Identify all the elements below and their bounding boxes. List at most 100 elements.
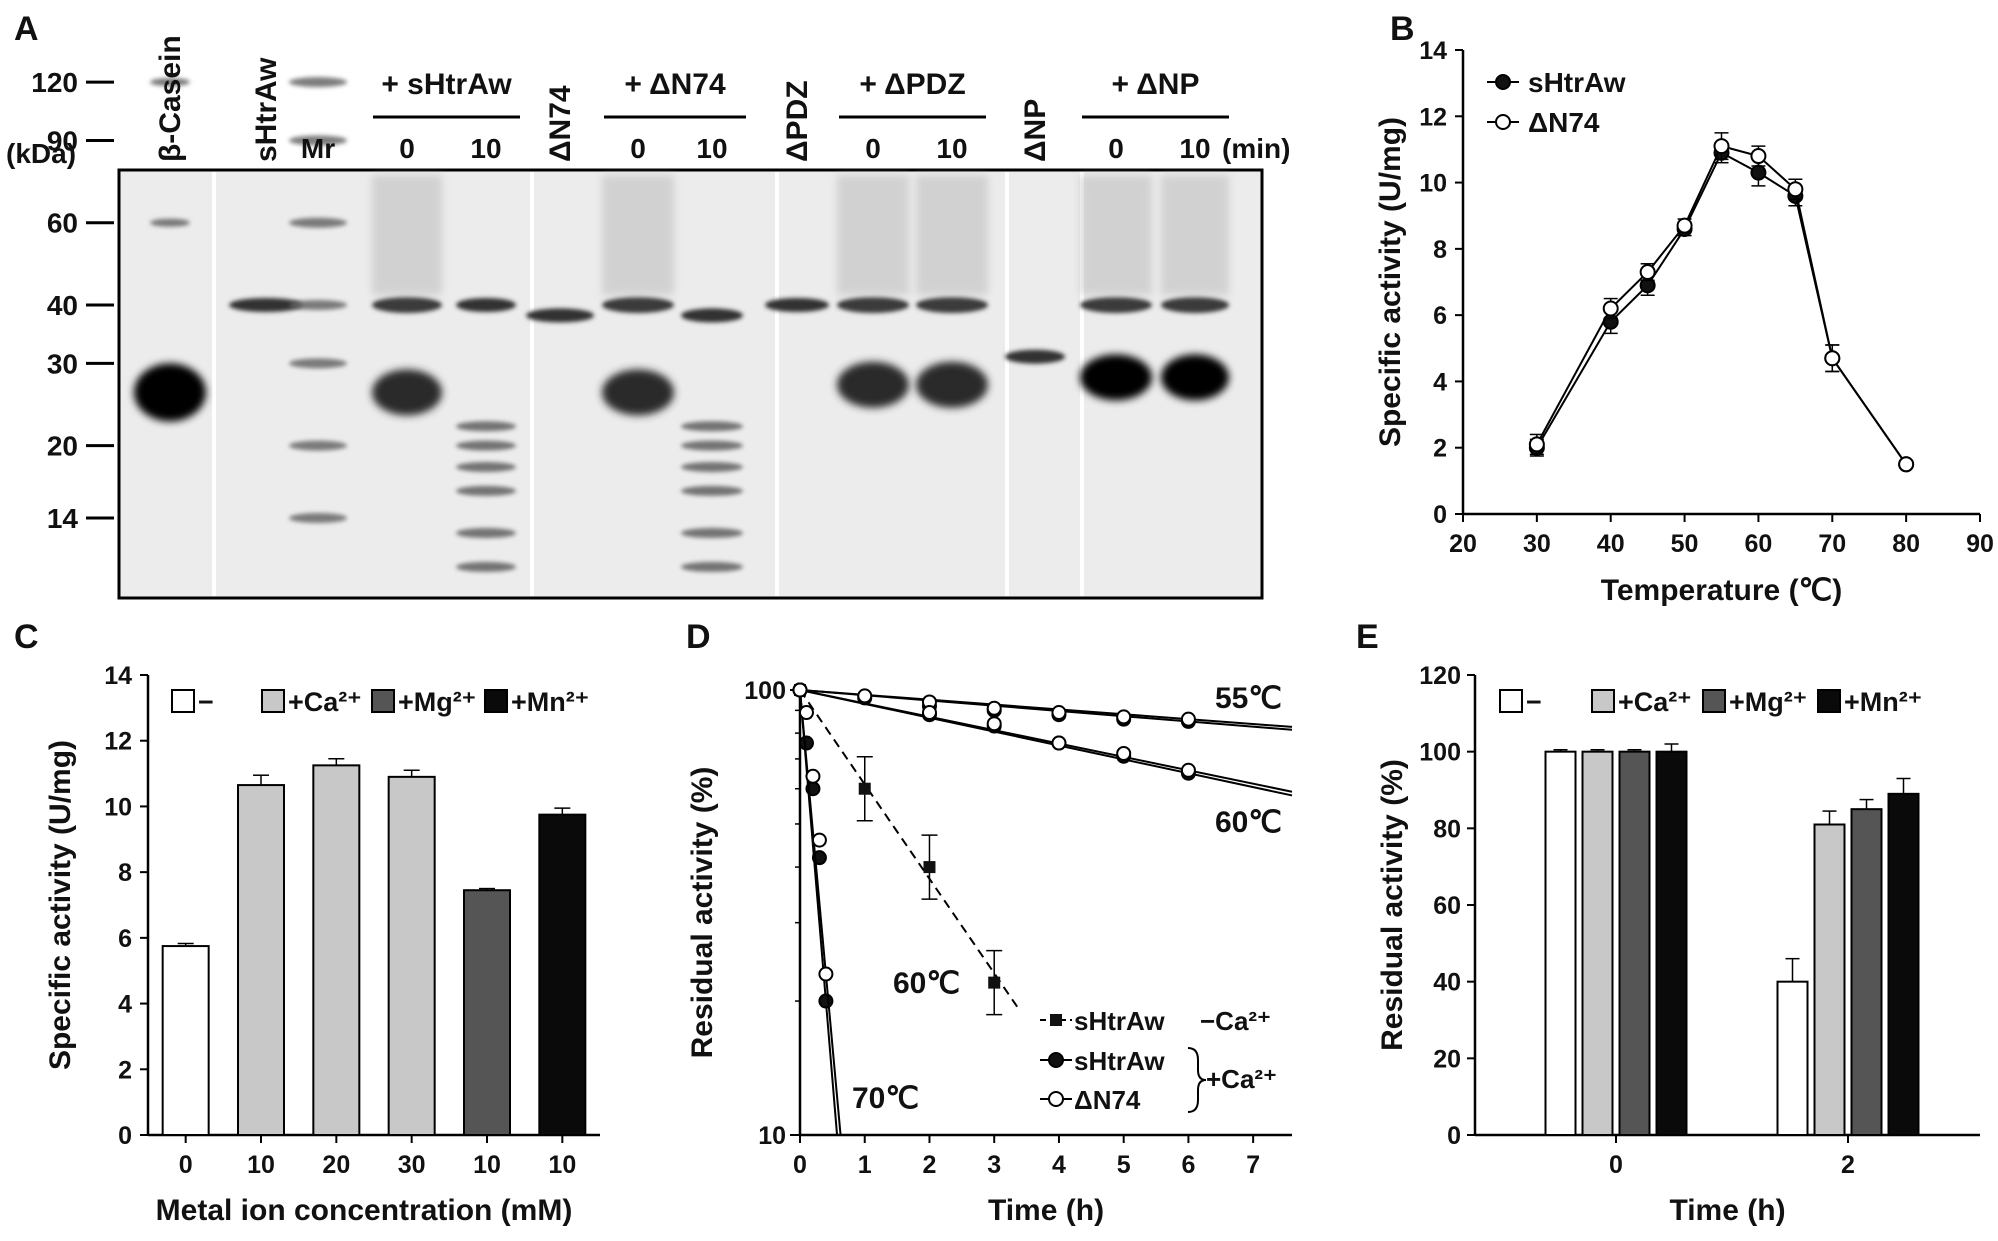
x-tick-label: 0	[179, 1151, 193, 1179]
y-tick-label: 12	[104, 728, 132, 756]
gel-smear	[1161, 175, 1229, 295]
data-point	[921, 705, 937, 721]
x-axis-label: Time (h)	[988, 1194, 1104, 1227]
lane-label: β-Casein	[154, 35, 187, 162]
data-point	[1898, 456, 1915, 473]
legend-label: +Mg²⁺	[1729, 687, 1807, 717]
lane-label: ΔN74	[544, 85, 577, 162]
lane-label: 0	[865, 133, 881, 164]
legend-swatch	[1591, 689, 1615, 713]
y-tick-label: 8	[1433, 236, 1447, 264]
data-point	[805, 768, 821, 784]
data-point	[986, 700, 1002, 716]
annotation-label: 55℃	[1215, 682, 1282, 715]
y-tick-label: 100	[1419, 739, 1461, 767]
gel-band	[372, 369, 442, 416]
legend-marker	[1048, 1052, 1064, 1068]
marker-band	[289, 358, 347, 369]
gel-band	[681, 440, 743, 451]
x-tick-label: 4	[1052, 1151, 1066, 1179]
x-tick-label: 10	[247, 1151, 275, 1179]
gel-frame	[117, 168, 1264, 600]
y-tick-label: 10	[104, 793, 132, 821]
data-point	[857, 688, 873, 704]
bar	[1813, 823, 1846, 1136]
gel-band	[681, 308, 743, 323]
x-tick-label: 50	[1671, 530, 1699, 558]
marker-band	[289, 217, 347, 228]
panel-label-a: A	[14, 10, 39, 48]
gel-separator	[530, 172, 534, 596]
data-point	[988, 976, 1001, 989]
y-tick-label: 6	[1433, 302, 1447, 330]
gel-band	[456, 485, 516, 496]
y-axis-label: Specific activity (U/mg)	[44, 740, 77, 1070]
data-point	[818, 966, 834, 982]
legend-swatch	[171, 689, 195, 713]
fit-line	[799, 689, 1293, 728]
y-tick-label: 2	[118, 1056, 132, 1084]
time-unit-label: (min)	[1222, 133, 1290, 164]
data-point	[923, 861, 936, 874]
lane-label: 0	[399, 133, 415, 164]
marker-band	[289, 440, 347, 451]
data-point	[858, 782, 871, 795]
x-tick-label: 2	[923, 1151, 937, 1179]
data-point	[1639, 264, 1656, 281]
x-tick-label: 0	[793, 1151, 807, 1179]
gel-band	[229, 298, 303, 312]
x-tick-label: 6	[1181, 1151, 1195, 1179]
legend-swatch	[1499, 689, 1523, 713]
y-tick-label: 4	[1433, 368, 1447, 396]
legend-label: +Ca²⁺	[1618, 687, 1692, 717]
gel-smear	[837, 175, 909, 295]
y-tick-label: 14	[104, 662, 132, 690]
data-point	[1116, 709, 1132, 725]
gel-band	[456, 462, 516, 473]
gel-band	[456, 561, 516, 572]
data-point	[792, 682, 808, 698]
bar	[1618, 750, 1651, 1137]
bar	[1776, 980, 1809, 1137]
lane-label: sHtrAw	[250, 57, 283, 162]
y-tick-label: 10	[758, 1122, 786, 1150]
y-tick-label: 4	[118, 991, 132, 1019]
gel-separator	[212, 172, 216, 596]
y-tick-label: 20	[1433, 1045, 1461, 1073]
x-axis-label: Temperature (℃)	[1601, 574, 1843, 607]
legend-swatch	[484, 689, 508, 713]
annotation-label: 60℃	[893, 967, 960, 1000]
x-tick-label: 10	[548, 1151, 576, 1179]
lane-label: ΔPDZ	[781, 80, 814, 162]
gel-band	[681, 528, 743, 539]
gel-marker-label: 14	[47, 503, 79, 534]
annotation-label: 70℃	[852, 1082, 919, 1115]
x-tick-label: 30	[1523, 530, 1551, 558]
legend-label: sHtrAw	[1528, 67, 1626, 98]
legend-label: −	[1526, 687, 1542, 717]
bar	[312, 764, 361, 1136]
lane-group-label: + sHtrAw	[381, 68, 512, 101]
data-point	[1787, 181, 1804, 198]
legend-marker	[1495, 74, 1511, 90]
gel-band	[681, 485, 743, 496]
fit-line	[799, 689, 1021, 1012]
gel-smear	[372, 175, 442, 295]
bar	[1850, 808, 1883, 1137]
gel-band	[456, 421, 516, 432]
gel-smear	[1080, 175, 1152, 295]
legend-marker	[1495, 114, 1511, 130]
gel-separator	[775, 172, 779, 596]
gel-image	[117, 77, 1264, 600]
legend-marker	[1050, 1014, 1062, 1026]
x-tick-label: 40	[1597, 530, 1625, 558]
data-point	[1750, 164, 1767, 181]
gel-band	[916, 297, 988, 313]
bar	[1544, 750, 1577, 1137]
gel-smear	[916, 175, 988, 295]
data-point	[1051, 705, 1067, 721]
y-tick-label: 80	[1433, 815, 1461, 843]
y-tick-label: 2	[1433, 435, 1447, 463]
gel-band	[765, 298, 829, 312]
x-tick-label: 20	[1449, 530, 1477, 558]
